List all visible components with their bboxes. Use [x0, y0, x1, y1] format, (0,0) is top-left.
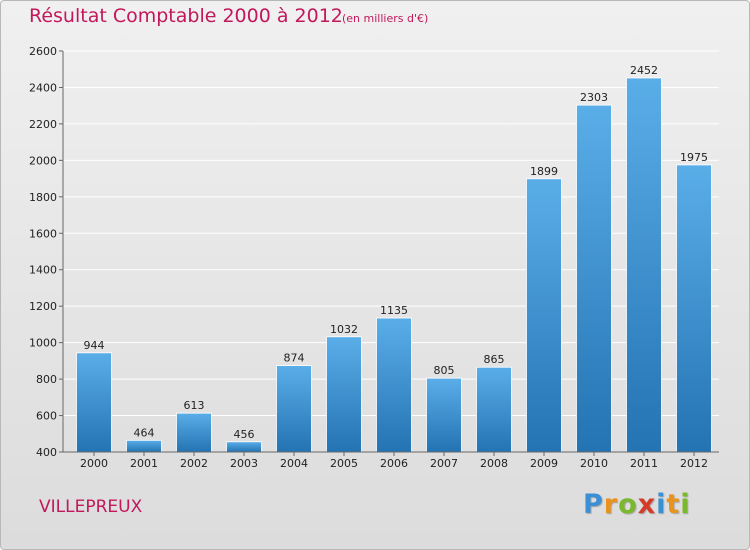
logo-letter: r: [603, 489, 619, 520]
bars: [76, 77, 712, 453]
proxiti-logo[interactable]: Proxiti: [583, 489, 691, 520]
commune-name: VILLEPREUX: [39, 497, 143, 517]
y-axis-ticks: 400 600 800 1000 1200 1400 1600 1800 2000 2200 240…: [29, 45, 63, 459]
y-tick-label: 600: [36, 410, 57, 423]
logo-letter: t: [666, 489, 681, 520]
data-label: 456: [234, 428, 255, 441]
bar-2004: [276, 365, 312, 453]
bar-2005: [326, 336, 362, 453]
data-label: 874: [284, 352, 305, 365]
data-label: 464: [134, 426, 155, 439]
x-tick-label: 2000: [80, 457, 108, 470]
x-tick-label: 2005: [330, 457, 358, 470]
x-tick-label: 2004: [280, 457, 308, 470]
bar-2007: [426, 377, 462, 453]
y-tick-label: 400: [36, 446, 57, 459]
logo-letter: P: [583, 489, 604, 520]
bar-2009: [526, 178, 562, 453]
x-tick-label: 2002: [180, 457, 208, 470]
data-label: 1899: [530, 165, 558, 178]
chart-title: Résultat Comptable 2000 à 2012: [29, 5, 343, 27]
logo-letter: x: [637, 489, 657, 520]
x-tick-label: 2007: [430, 457, 458, 470]
bar-2002: [176, 412, 212, 453]
bar-2003: [226, 441, 262, 453]
data-label: 2303: [580, 91, 608, 104]
x-axis-ticks: 2000 2001 2002 2003 2004 2005 2006 2007 2008 2009…: [80, 452, 708, 470]
x-tick-label: 2008: [480, 457, 508, 470]
logo-letter: i: [680, 489, 691, 520]
data-label: 1975: [680, 151, 708, 164]
y-tick-label: 1800: [29, 191, 57, 204]
x-tick-label: 2012: [680, 457, 708, 470]
x-tick-label: 2006: [380, 457, 408, 470]
y-tick-label: 2400: [29, 81, 57, 94]
axes: [62, 51, 719, 453]
data-label: 613: [184, 399, 205, 412]
bar-2010: [576, 104, 612, 453]
chart-subtitle: (en milliers d'€): [342, 12, 429, 25]
bar-2012: [676, 164, 712, 453]
y-tick-label: 1200: [29, 300, 57, 313]
x-tick-label: 2009: [530, 457, 558, 470]
y-tick-label: 1600: [29, 227, 57, 240]
logo-letter: o: [618, 489, 638, 520]
data-label: 2452: [630, 64, 658, 77]
data-label: 1135: [380, 304, 408, 317]
bar-2000: [76, 352, 112, 453]
bar-2001: [126, 439, 162, 453]
y-tick-label: 800: [36, 373, 57, 386]
bar-2008: [476, 366, 512, 453]
x-tick-label: 2010: [580, 457, 608, 470]
y-tick-label: 1400: [29, 264, 57, 277]
y-tick-label: 2600: [29, 45, 57, 58]
x-tick-label: 2003: [230, 457, 258, 470]
data-labels: 944 464 613 456 874 1032 1135 805 865 1899 2303 245…: [84, 64, 709, 441]
y-tick-label: 2000: [29, 154, 57, 167]
data-label: 865: [484, 353, 505, 366]
bar-2006: [376, 317, 412, 453]
logo-letter: i: [656, 489, 667, 520]
data-label: 1032: [330, 323, 358, 336]
data-label: 805: [434, 364, 455, 377]
bar-2011: [626, 77, 662, 453]
data-label: 944: [84, 339, 105, 352]
x-tick-label: 2001: [130, 457, 158, 470]
y-tick-label: 1000: [29, 337, 57, 350]
y-tick-label: 2200: [29, 118, 57, 131]
x-tick-label: 2011: [630, 457, 658, 470]
